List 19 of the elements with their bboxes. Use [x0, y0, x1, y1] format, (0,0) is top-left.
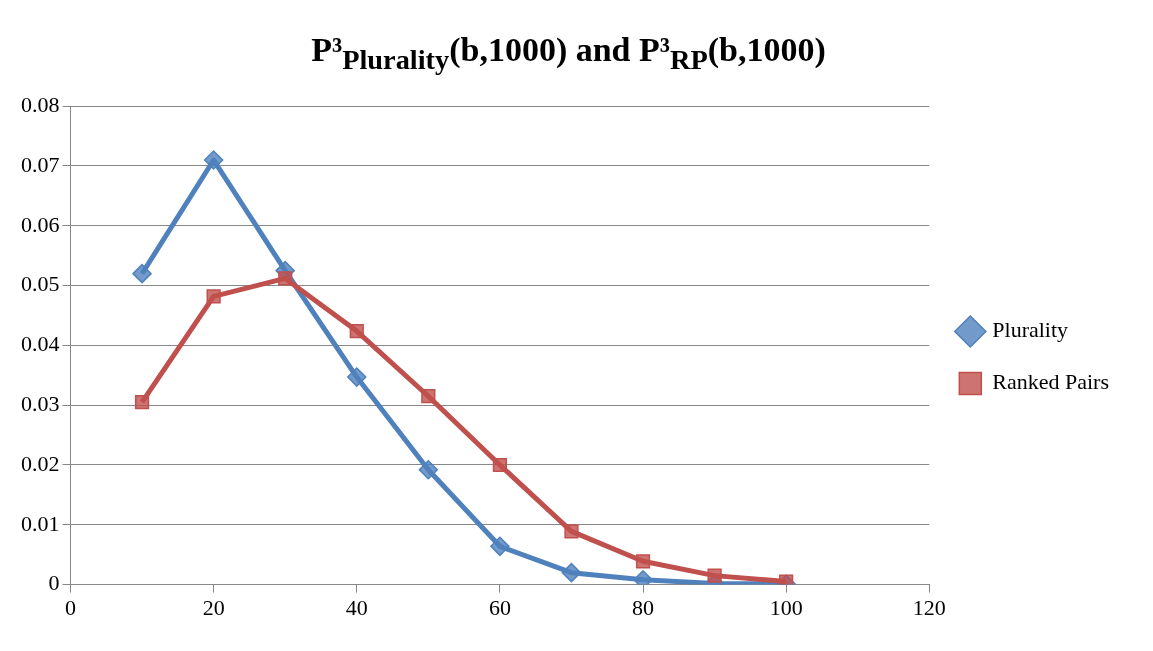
y-tick-label: 0	[48, 570, 60, 596]
x-tick-label: 80	[632, 594, 655, 620]
x-tick-label: 20	[202, 594, 225, 620]
y-tick-label: 0.07	[21, 151, 60, 177]
y-tick-label: 0.02	[21, 450, 60, 476]
legend-label: Plurality	[992, 317, 1069, 343]
x-tick-label: 60	[488, 594, 511, 620]
y-tick-label: 0.08	[21, 91, 60, 117]
x-tick-label: 0	[65, 594, 76, 620]
y-tick-label: 0.01	[21, 510, 60, 536]
y-tick-label: 0.06	[21, 211, 60, 237]
y-tick-label: 0.03	[21, 390, 60, 416]
y-tick-label: 0.05	[21, 271, 60, 297]
x-tick-label: 120	[912, 594, 946, 620]
y-tick-label: 0.04	[21, 331, 60, 357]
x-tick-label: 40	[345, 594, 368, 620]
x-tick-label: 100	[769, 594, 803, 620]
legend-label: Ranked Pairs	[992, 369, 1109, 395]
chart-title: P³$_{Plurality}$(b,1000) and P³$_{RP}$(b,1000)	[310, 30, 827, 77]
